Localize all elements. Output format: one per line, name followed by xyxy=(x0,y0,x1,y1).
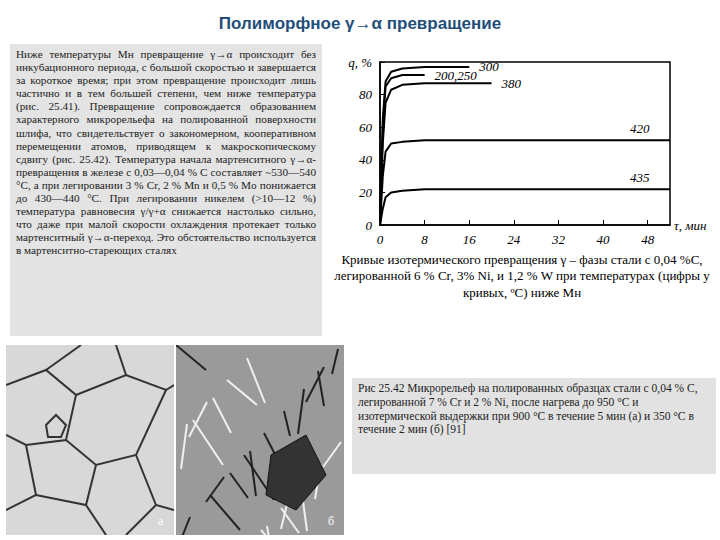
svg-text:380: 380 xyxy=(501,76,522,91)
svg-text:8: 8 xyxy=(421,232,428,247)
svg-text:24: 24 xyxy=(507,232,521,247)
svg-text:а: а xyxy=(158,514,164,528)
svg-text:435: 435 xyxy=(630,170,650,185)
svg-text:0: 0 xyxy=(377,232,384,247)
html-text:Кривые изотермического превращ: Кривые изотермического превращения γ – ф… xyxy=(334,252,710,300)
svg-text:40: 40 xyxy=(597,232,611,247)
svg-text:τ, мин: τ, мин xyxy=(674,218,706,233)
svg-text:60: 60 xyxy=(359,120,373,135)
html-text:Ниже температуры Mн превращени: Ниже температуры Mн превращение γ→α прои… xyxy=(16,48,316,257)
svg-text:0: 0 xyxy=(366,218,373,233)
html-text:Рис 25.42 Микрорельеф на полир: Рис 25.42 Микрорельеф на полированных об… xyxy=(358,382,698,436)
svg-text:48: 48 xyxy=(641,232,655,247)
svg-text:16: 16 xyxy=(463,232,477,247)
svg-text:300: 300 xyxy=(478,59,499,74)
html-text:Полиморфное γ→α превращение: Полиморфное γ→α превращение xyxy=(218,14,502,33)
svg-text:32: 32 xyxy=(551,232,566,247)
svg-text:б: б xyxy=(328,514,334,528)
svg-text:420: 420 xyxy=(630,121,650,136)
svg-text:20: 20 xyxy=(359,185,373,200)
svg-text:q, %: q, % xyxy=(348,55,372,70)
svg-text:200,250: 200,250 xyxy=(435,68,478,83)
svg-text:40: 40 xyxy=(359,152,373,167)
svg-text:80: 80 xyxy=(359,87,373,102)
